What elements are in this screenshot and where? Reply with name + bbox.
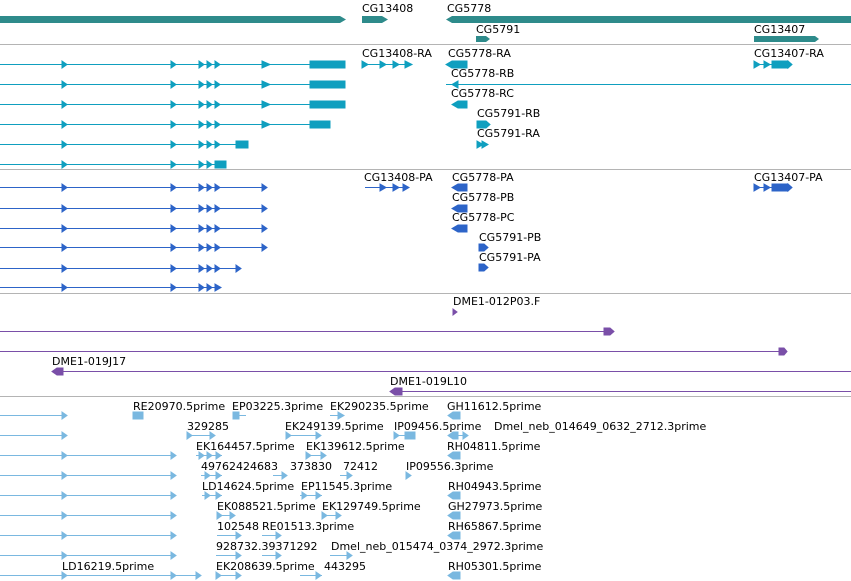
cdna-label[interactable]: Dmel_neb_015474_0374_2972.3prime bbox=[331, 540, 543, 553]
cdna-label[interactable]: IP09456.5prime bbox=[394, 420, 482, 433]
cdna-track bbox=[0, 411, 469, 580]
cds-track bbox=[0, 182, 793, 292]
est-track bbox=[0, 308, 851, 396]
mrna-label[interactable]: CG5778-RA bbox=[448, 47, 511, 60]
cdna-label[interactable]: IP09556.3prime bbox=[406, 460, 494, 473]
cdna-label[interactable]: EK208639.5prime bbox=[216, 560, 315, 573]
cdna-label[interactable]: EK249139.5prime bbox=[285, 420, 384, 433]
track-dividers bbox=[0, 44, 851, 397]
mrna-label[interactable]: CG5778-RB bbox=[451, 67, 514, 80]
gene-label[interactable]: CG5791 bbox=[476, 23, 520, 36]
cdna-label[interactable]: 443295 bbox=[324, 560, 366, 573]
mrna-label[interactable]: CG5778-RC bbox=[451, 87, 514, 100]
cdna-label[interactable]: EK088521.5prime bbox=[217, 500, 316, 513]
cds-label[interactable]: CG5778-PA bbox=[452, 171, 514, 184]
mrna-label[interactable]: CG5791-RA bbox=[477, 127, 540, 140]
mrna-label[interactable]: CG5791-RB bbox=[477, 107, 540, 120]
gene-glyph[interactable] bbox=[0, 16, 346, 23]
cdna-label[interactable]: RE01513.3prime bbox=[262, 520, 354, 533]
cdna-label[interactable]: EK290235.5prime bbox=[330, 400, 429, 413]
cdna-labels: RE20970.5prime EP03225.3prime EK290235.5… bbox=[62, 400, 706, 573]
cds-label[interactable]: CG13408-PA bbox=[364, 171, 433, 184]
cds-label[interactable]: CG5778-PC bbox=[452, 211, 515, 224]
cdna-label[interactable]: LD14624.5prime bbox=[202, 480, 294, 493]
cdna-label[interactable]: 102548 bbox=[217, 520, 259, 533]
cdna-label[interactable]: LD16219.5prime bbox=[62, 560, 154, 573]
gene-glyph[interactable] bbox=[754, 36, 819, 42]
cdna-label[interactable]: RH05301.5prime bbox=[448, 560, 542, 573]
cds-label[interactable]: CG5791-PB bbox=[479, 231, 541, 244]
mrna-label[interactable]: CG13408-RA bbox=[362, 47, 432, 60]
gene-label[interactable]: CG13407 bbox=[754, 23, 805, 36]
est-label[interactable]: DME1-012P03.F bbox=[453, 295, 540, 308]
cdna-label[interactable]: RH04943.5prime bbox=[448, 480, 542, 493]
gene-glyph[interactable] bbox=[446, 16, 851, 23]
est-label[interactable]: DME1-019J17 bbox=[52, 355, 126, 368]
cdna-label[interactable]: 928732.39371292 bbox=[216, 540, 317, 553]
cdna-label[interactable]: Dmel_neb_014649_0632_2712.3prime bbox=[494, 420, 706, 433]
cds-label[interactable]: CG5778-PB bbox=[452, 191, 514, 204]
gene-glyph[interactable] bbox=[476, 36, 490, 42]
cdna-label[interactable]: RE20970.5prime bbox=[133, 400, 225, 413]
cds-label[interactable]: CG13407-PA bbox=[754, 171, 823, 184]
cdna-label[interactable]: RH65867.5prime bbox=[448, 520, 542, 533]
cdna-label[interactable]: EP11545.3prime bbox=[301, 480, 392, 493]
cdna-label[interactable]: 72412 bbox=[343, 460, 378, 473]
gene-track bbox=[0, 16, 851, 42]
cdna-label[interactable]: RH04811.5prime bbox=[447, 440, 541, 453]
cdna-label[interactable]: EK139612.5prime bbox=[306, 440, 405, 453]
mrna-label[interactable]: CG13407-RA bbox=[754, 47, 824, 60]
cds-label[interactable]: CG5791-PA bbox=[479, 251, 541, 264]
est-label[interactable]: DME1-019L10 bbox=[390, 375, 467, 388]
cdna-label[interactable]: GH11612.5prime bbox=[447, 400, 542, 413]
cdna-label[interactable]: EK164457.5prime bbox=[196, 440, 295, 453]
cdna-label[interactable]: GH27973.5prime bbox=[448, 500, 543, 513]
gene-label[interactable]: CG5778 bbox=[447, 2, 491, 15]
mrna-track bbox=[0, 59, 851, 169]
cdna-label[interactable]: 329285 bbox=[187, 420, 229, 433]
cdna-label[interactable]: 49762424683 bbox=[201, 460, 278, 473]
cdna-label[interactable]: EK129749.5prime bbox=[322, 500, 421, 513]
cdna-label[interactable]: 373830 bbox=[290, 460, 332, 473]
cdna-label[interactable]: EP03225.3prime bbox=[232, 400, 323, 413]
gene-label[interactable]: CG13408 bbox=[362, 2, 413, 15]
gene-glyph[interactable] bbox=[362, 16, 388, 23]
